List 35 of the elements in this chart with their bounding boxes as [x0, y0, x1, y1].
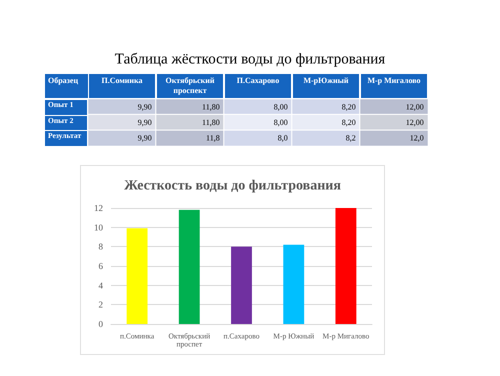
- data-label: 9,90: [138, 134, 152, 143]
- bar: [283, 244, 304, 324]
- x-tick-label: Октябрьский проспект: [157, 74, 223, 98]
- bar: [126, 228, 148, 324]
- y-tick-label: 10: [94, 222, 104, 232]
- y-tick-label: 2: [98, 300, 103, 310]
- data-label: 12,0: [410, 134, 424, 143]
- y-tick-label: 6: [98, 261, 104, 271]
- data-label: 12,00: [406, 102, 424, 112]
- data-label: 11,80: [202, 118, 220, 127]
- x-tick-label: П.Сахарово: [225, 74, 291, 98]
- data-label: 8,20: [342, 102, 356, 112]
- bar: [231, 246, 252, 324]
- data-label: 8,20: [342, 118, 356, 127]
- bar: [178, 210, 200, 324]
- data-label: 9,90: [138, 118, 152, 127]
- data-label: 8,2: [346, 134, 356, 143]
- data-label: 11,80: [202, 102, 220, 112]
- y-tick-label: 4: [98, 280, 104, 290]
- bar: [335, 208, 356, 324]
- x-tick-label: М-рЮжный: [293, 74, 359, 98]
- data-label: 9,90: [138, 102, 152, 112]
- data-label: 8,0: [278, 134, 288, 143]
- data-label: 8,00: [274, 118, 288, 127]
- data-label: 11,8: [206, 134, 220, 143]
- data-label: 12,00: [406, 118, 424, 127]
- chart-title: Жесткость воды до фильтрования: [124, 178, 342, 194]
- y-axis-title: Образец: [45, 74, 88, 98]
- x-tick-label: П.Соминка: [89, 74, 155, 98]
- data-label: 8,00: [274, 102, 288, 112]
- y-tick-label: 0: [98, 319, 104, 329]
- x-tick-label: М-р Мигалово: [361, 74, 427, 98]
- y-tick-label: 12: [94, 203, 103, 213]
- y-tick-label: 8: [98, 242, 104, 252]
- chart-title: Таблица жёсткости воды до фильтрования: [114, 52, 386, 68]
